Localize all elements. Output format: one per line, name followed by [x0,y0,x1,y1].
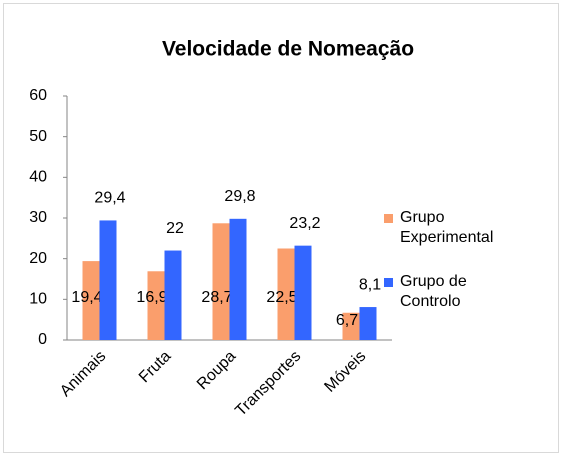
y-tick-label: 0 [38,331,47,348]
legend-item: Grupo de Controlo [384,272,496,312]
x-tick-label: Roupa [194,348,239,393]
x-tick-label: Fruta [136,348,175,387]
data-label: 6,7 [336,312,358,329]
x-tick-label: Transportes [232,348,304,420]
legend-swatch [384,278,393,287]
y-tick-label: 60 [29,87,47,104]
chart-title: Velocidade de Nomeação [162,38,414,61]
y-tick-label: 30 [29,209,47,226]
bar [359,307,377,340]
data-label: 28,7 [201,289,232,306]
bar [277,248,295,340]
bar [82,261,100,340]
chart-border [3,3,559,453]
bar [164,250,182,340]
data-label: 19,4 [71,289,102,306]
x-tick-label: Móveis [321,348,369,396]
bar [212,223,230,340]
data-label: 29,8 [224,188,255,205]
bar [294,245,312,340]
data-label: 8,1 [359,276,381,293]
data-label: 16,9 [136,289,167,306]
data-label: 22,5 [266,289,297,306]
bar [147,271,165,340]
data-label: 22 [166,220,184,237]
bar [342,312,360,340]
legend-label: Grupo de Controlo [400,273,467,310]
y-tick-label: 40 [29,169,47,186]
legend-label: Grupo Experimental [400,209,494,246]
data-label: 29,4 [94,190,125,207]
x-tick-label: Animais [57,348,109,400]
legend-swatch [384,214,393,223]
y-tick-label: 20 [29,250,47,267]
y-tick-label: 50 [29,128,47,145]
bar [229,218,247,340]
bar [99,220,117,340]
data-label: 23,2 [289,215,320,232]
legend-item: Grupo Experimental [384,208,496,248]
y-tick-label: 10 [29,291,47,308]
